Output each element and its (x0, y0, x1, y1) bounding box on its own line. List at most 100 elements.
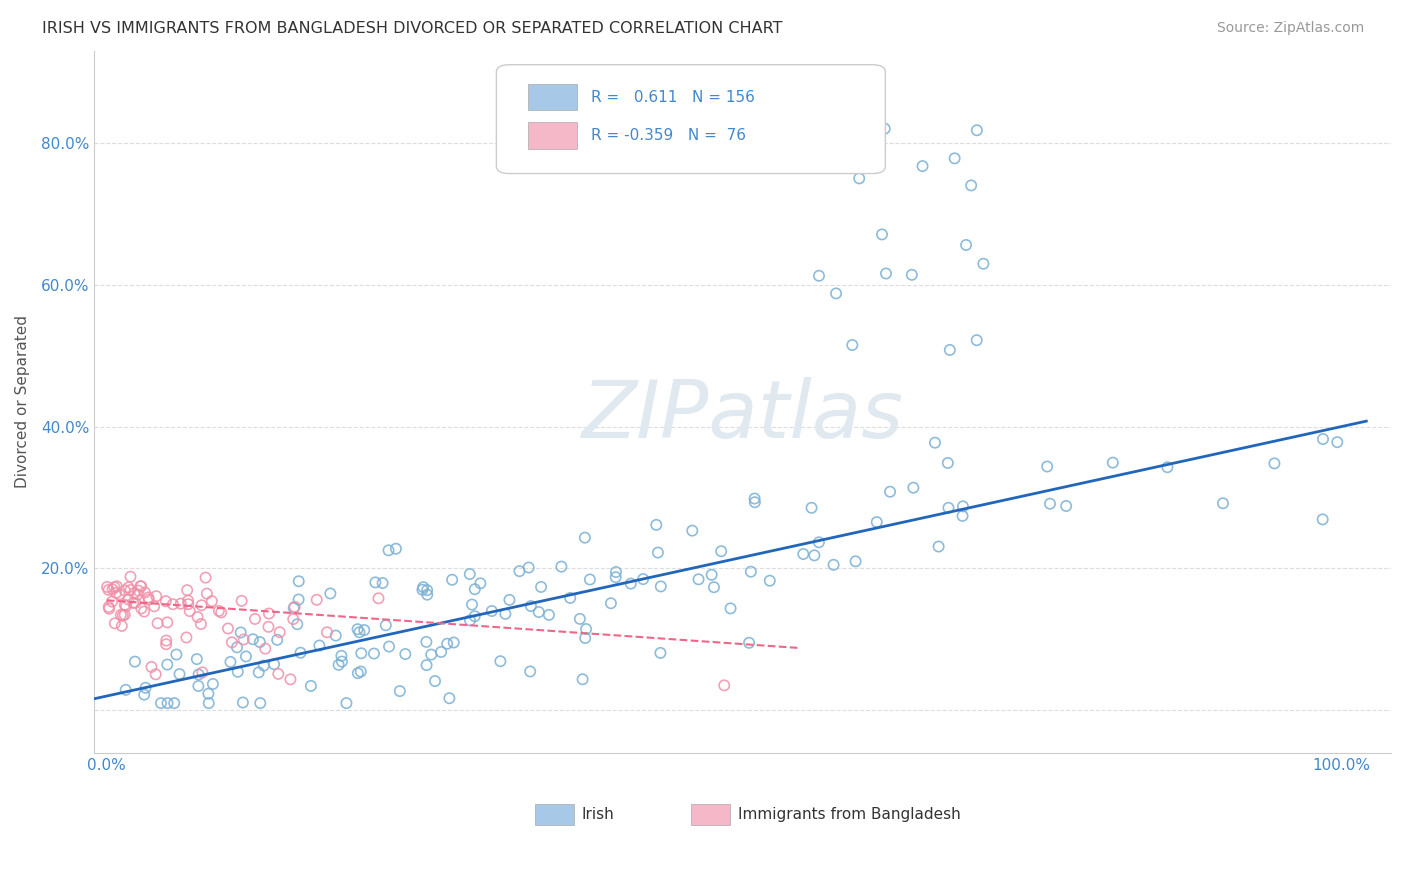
Point (517, 560, 540, 574)
Point (122, 596, 145, 610)
Point (191, 665, 214, 680)
Point (134, 688, 156, 702)
Point (127, 587, 149, 601)
Point (939, 343, 962, 357)
Point (134, 605, 156, 619)
Point (197, 696, 219, 710)
Text: R =   0.611   N = 156: R = 0.611 N = 156 (591, 89, 755, 104)
Point (527, 605, 550, 619)
Point (1263, 456, 1285, 470)
Point (458, 613, 481, 627)
Point (647, 545, 669, 559)
Point (219, 655, 242, 669)
Point (412, 580, 434, 594)
Point (138, 591, 160, 605)
Text: IRISH VS IMMIGRANTS FROM BANGLADESH DIVORCED OR SEPARATED CORRELATION CHART: IRISH VS IMMIGRANTS FROM BANGLADESH DIVO… (42, 21, 783, 36)
Point (713, 678, 735, 692)
Point (114, 583, 136, 598)
Point (97, 582, 120, 597)
Point (363, 647, 385, 661)
Text: Irish: Irish (582, 807, 614, 822)
Point (190, 599, 212, 613)
Point (807, 268, 830, 283)
Point (285, 617, 308, 632)
Point (1312, 432, 1334, 446)
Point (145, 667, 167, 681)
Point (464, 582, 486, 597)
Point (283, 600, 305, 615)
Point (353, 623, 375, 637)
Point (825, 286, 848, 301)
Text: Source: ZipAtlas.com: Source: ZipAtlas.com (1216, 21, 1364, 35)
Point (1312, 512, 1334, 526)
Point (269, 625, 291, 640)
Point (201, 677, 224, 691)
Point (519, 665, 541, 679)
Point (162, 597, 184, 611)
Bar (527, 122, 576, 149)
Point (560, 591, 582, 605)
Point (97, 599, 120, 614)
Point (156, 657, 179, 672)
Point (187, 679, 209, 693)
Point (620, 576, 643, 591)
Point (720, 601, 742, 615)
Point (740, 565, 762, 579)
Point (247, 665, 270, 680)
Point (108, 587, 131, 601)
Point (936, 456, 959, 470)
Point (866, 515, 889, 529)
Point (494, 607, 516, 621)
Point (145, 589, 167, 603)
Point (650, 646, 672, 660)
Point (176, 631, 198, 645)
Point (235, 649, 257, 664)
Point (481, 604, 503, 618)
Point (194, 571, 217, 585)
Point (388, 684, 411, 698)
Point (141, 660, 163, 674)
Point (568, 612, 591, 626)
Point (537, 607, 560, 622)
Point (416, 583, 439, 598)
Point (229, 625, 252, 640)
Point (875, 267, 897, 281)
Point (415, 635, 437, 649)
Point (1212, 496, 1234, 510)
Point (430, 645, 453, 659)
Point (283, 612, 305, 626)
Point (155, 637, 177, 651)
Point (600, 596, 623, 610)
Point (792, 547, 814, 561)
Point (143, 599, 166, 614)
Point (170, 597, 193, 611)
Point (177, 597, 200, 611)
Point (374, 618, 396, 632)
Point (498, 593, 520, 607)
Point (571, 673, 593, 687)
Point (195, 586, 218, 600)
Point (550, 559, 572, 574)
Point (903, 481, 925, 495)
Point (943, 152, 966, 166)
Point (163, 696, 186, 710)
Point (952, 508, 974, 523)
Point (115, 599, 138, 613)
Point (738, 636, 761, 650)
Point (232, 632, 254, 647)
Point (134, 585, 156, 599)
Point (111, 619, 134, 633)
Point (650, 579, 672, 593)
Point (316, 625, 339, 640)
Point (138, 592, 160, 607)
Point (960, 178, 983, 193)
Point (703, 580, 725, 594)
Point (287, 574, 309, 589)
Text: R = -0.359   N =  76: R = -0.359 N = 76 (591, 128, 747, 143)
Point (605, 570, 627, 584)
Point (120, 582, 142, 597)
Point (155, 633, 177, 648)
Point (870, 227, 893, 242)
Point (129, 579, 152, 593)
Point (489, 654, 512, 668)
